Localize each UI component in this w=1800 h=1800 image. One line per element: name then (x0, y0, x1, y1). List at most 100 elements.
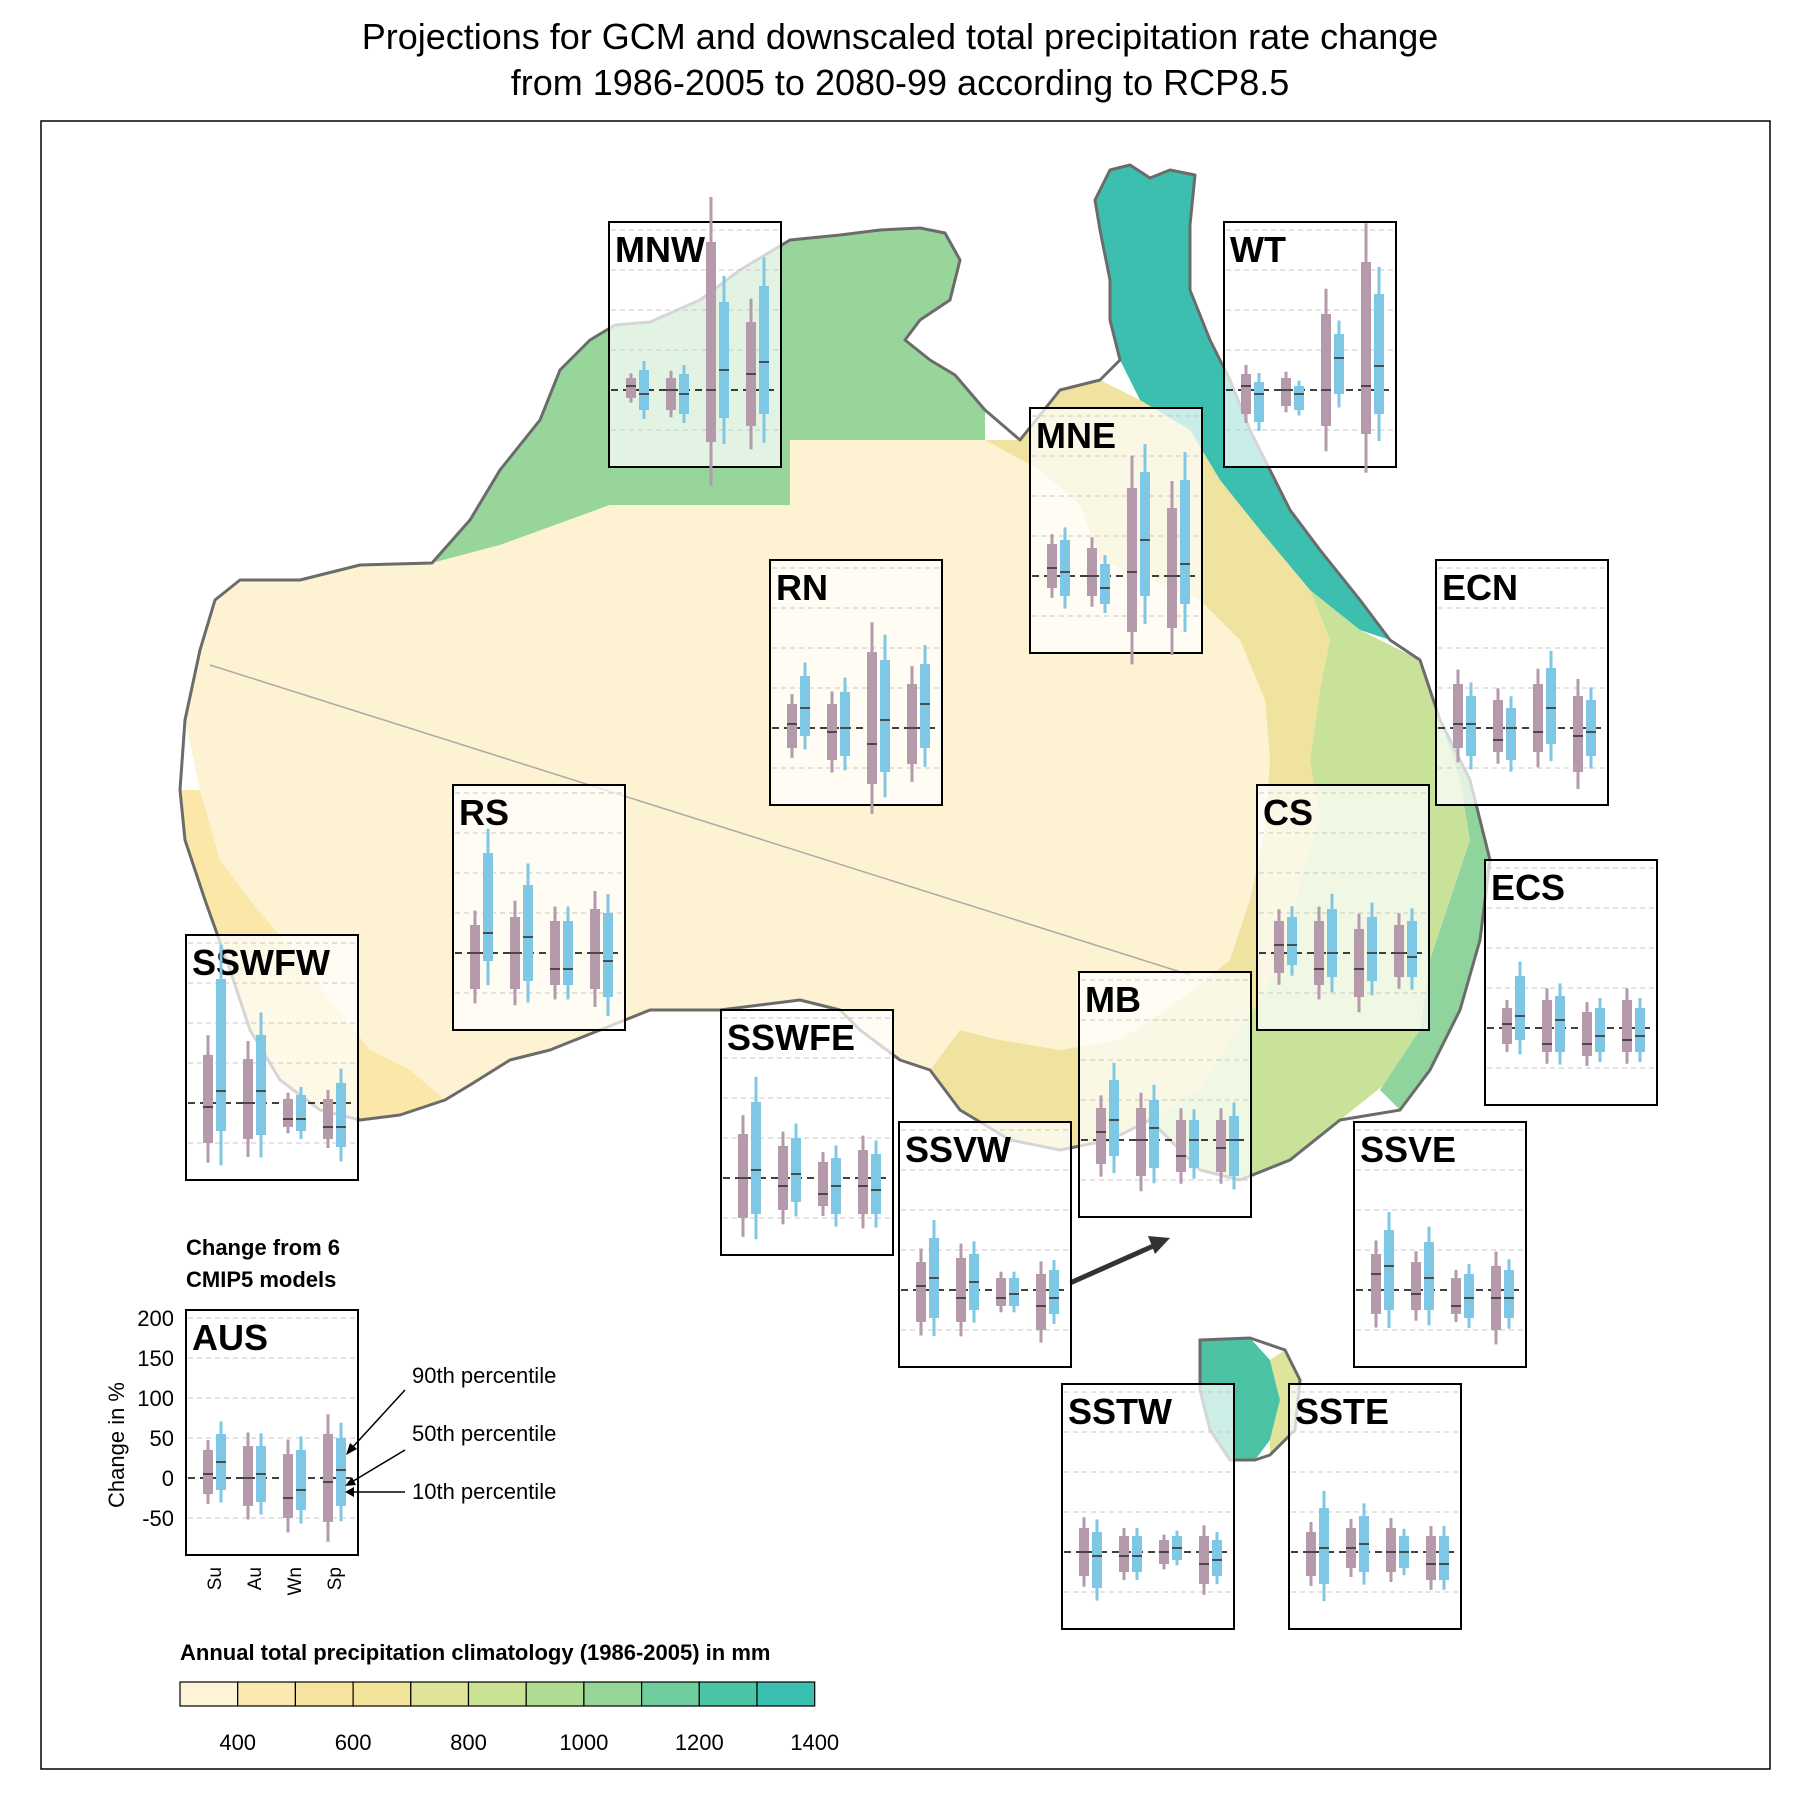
ds-box-sstw-au (1132, 1536, 1142, 1572)
panel-label-ssve: SSVE (1360, 1129, 1456, 1170)
ds-box-mnw-sp (759, 286, 769, 414)
panel-label-sste: SSTE (1295, 1391, 1389, 1432)
p90-pointer-head (346, 1443, 357, 1455)
p10-label: 10th percentile (412, 1479, 556, 1504)
ds-box-rn-sp (920, 664, 930, 748)
y-tick-label: 150 (137, 1346, 174, 1371)
legend-y-ticks: 200 150 100 50 0 -50 (137, 1306, 174, 1531)
gcm-box-cs-sp (1394, 925, 1404, 977)
ds-box-wt-su (1254, 382, 1264, 422)
gcm-box-sswfw-wn (283, 1099, 293, 1127)
ds-box-ecn-au (1506, 708, 1516, 760)
panel-label-mnw: MNW (615, 229, 705, 270)
p50-label: 50th percentile (412, 1421, 556, 1446)
ds-box-rs-su (483, 853, 493, 961)
region-fill-east-yellow (930, 380, 1330, 1150)
ds-box-ssve-wn (1464, 1274, 1474, 1318)
gcm-box-sswfe-sp (858, 1150, 868, 1214)
panel-label-cs: CS (1263, 792, 1313, 833)
ds-box-aus-sp (336, 1438, 346, 1506)
colorbar-cell (467, 1681, 527, 1707)
mb-pointer-arrow (1068, 1240, 1162, 1286)
panel-ecn: ECN (1435, 559, 1609, 806)
ds-box-sswfw-au (256, 1035, 266, 1135)
ds-box-ssvw-sp (1049, 1270, 1059, 1314)
region-fill-east-coast-green (1380, 720, 1490, 1110)
panel-sswfe: SSWFE (720, 1009, 894, 1256)
gcm-box-rn-sp (907, 684, 917, 764)
gcm-box-mne-su (1047, 544, 1057, 588)
ds-box-ssve-su (1384, 1230, 1394, 1310)
p90-pointer (349, 1389, 406, 1451)
gcm-box-wt-au (1281, 378, 1291, 406)
panel-label-ssvw: SSVW (905, 1129, 1011, 1170)
panel-label-ecs: ECS (1491, 867, 1565, 908)
ds-box-mne-wn (1140, 472, 1150, 596)
gcm-box-mnw-wn (706, 242, 716, 442)
colorbar-cells (179, 1681, 816, 1707)
gcm-box-sswfe-su (738, 1134, 748, 1218)
colorbar-cell (583, 1681, 643, 1707)
ds-box-ecs-au (1555, 996, 1565, 1052)
colorbar-cell (698, 1681, 758, 1707)
p50-pointer (349, 1449, 406, 1484)
gcm-box-rs-sp (590, 909, 600, 989)
ds-box-mnw-su (639, 370, 649, 410)
panel-frame-ecs (1484, 859, 1658, 1106)
panel-label-sswfe: SSWFE (727, 1017, 855, 1058)
ds-box-ecs-wn (1595, 1008, 1605, 1052)
p10-pointer-head (345, 1487, 354, 1497)
ds-box-rn-au (840, 692, 850, 756)
region-fill-cape-york (1095, 165, 1390, 640)
colorbar: Annual total precipitation climatology (… (179, 1640, 839, 1755)
y-tick-label: 0 (162, 1466, 174, 1491)
ds-box-rn-su (800, 676, 810, 736)
panel-frame-cs (1256, 784, 1430, 1031)
ds-box-wt-wn (1334, 334, 1344, 394)
colorbar-cell (410, 1681, 470, 1707)
gcm-box-sswfw-su (203, 1055, 213, 1143)
panel-rs: RS (452, 784, 626, 1031)
panel-label-mb: MB (1085, 979, 1141, 1020)
y-tick-label: -50 (142, 1506, 174, 1531)
gcm-box-cs-wn (1354, 929, 1364, 997)
ds-box-sswfw-su (216, 979, 226, 1131)
panel-label-rn: RN (776, 567, 828, 608)
gcm-box-mne-au (1087, 548, 1097, 596)
panel-label-rs: RS (459, 792, 509, 833)
mb-pointer-arrowhead (1148, 1236, 1170, 1254)
ds-box-cs-su (1287, 917, 1297, 965)
panel-label-wt: WT (1230, 229, 1286, 270)
ds-box-mne-au (1100, 564, 1110, 604)
p50-pointer-head (345, 1477, 356, 1486)
gcm-box-sstw-au (1119, 1536, 1129, 1572)
plot-frame (40, 120, 1771, 1770)
ds-box-ecs-sp (1635, 1008, 1645, 1052)
gcm-box-ssve-wn (1451, 1278, 1461, 1314)
season-label-au: Au (245, 1567, 266, 1590)
legend-models-line-2: CMIP5 models (186, 1267, 336, 1292)
ds-box-rs-sp (603, 913, 613, 997)
gcm-box-rs-su (470, 925, 480, 989)
gcm-box-aus-su (203, 1450, 213, 1494)
colorbar-ticks: 400 600 800 1000 1200 1400 (219, 1730, 839, 1755)
gcm-box-aus-wn (283, 1454, 293, 1518)
panel-wt: WT (1223, 221, 1397, 473)
gcm-box-ecn-wn (1533, 684, 1543, 752)
gcm-box-ecn-sp (1573, 696, 1583, 772)
gcm-box-sswfe-au (778, 1146, 788, 1210)
ds-box-sswfw-wn (296, 1095, 306, 1131)
ds-box-sswfe-sp (871, 1154, 881, 1214)
title-line-1: Projections for GCM and downscaled total… (361, 16, 1439, 57)
gcm-box-wt-wn (1321, 314, 1331, 426)
y-tick-label: 100 (137, 1386, 174, 1411)
season-label-sp: Sp (325, 1567, 346, 1590)
gcm-box-mb-wn (1176, 1120, 1186, 1172)
gcm-box-ssve-au (1411, 1262, 1421, 1310)
gcm-box-cs-su (1274, 921, 1284, 973)
gcm-box-rn-su (787, 704, 797, 748)
ds-box-rs-au (523, 885, 533, 981)
colorbar-cell (640, 1681, 700, 1707)
gcm-box-wt-su (1241, 374, 1251, 414)
